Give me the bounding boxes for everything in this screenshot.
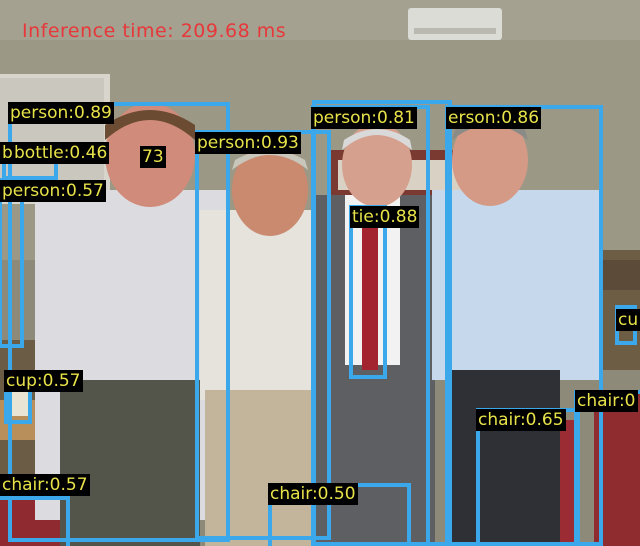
label-cup-2: cu [616,309,640,331]
label-person-5: person:0.57 [0,180,106,202]
chair-box-1 [0,496,70,546]
label-chair-3: chair:0.65 [476,409,566,431]
label-person-4: erson:0.86 [446,107,542,129]
label-person-1: person:0.89 [8,102,114,124]
label-chair-2: chair:0.50 [268,483,358,505]
label-person-3: person:0.81 [311,107,417,129]
inference-time-text: Inference time: 209.68 ms [22,20,287,42]
label-person-2: person:0.93 [195,132,301,154]
label-chair-1: chair:0.57 [0,474,90,496]
label-fragment-b: b [0,142,15,164]
label-fragment-73: 73 [140,146,166,168]
label-tie: tie:0.88 [350,206,420,228]
person-box-1 [8,102,230,542]
label-bottle: bottle:0.46 [12,142,110,164]
chair-box-4 [574,390,640,546]
label-cup: cup:0.57 [4,370,83,392]
label-chair-4: chair:0 [575,390,638,412]
person-box-5 [0,178,24,348]
person-box-6 [312,100,452,546]
